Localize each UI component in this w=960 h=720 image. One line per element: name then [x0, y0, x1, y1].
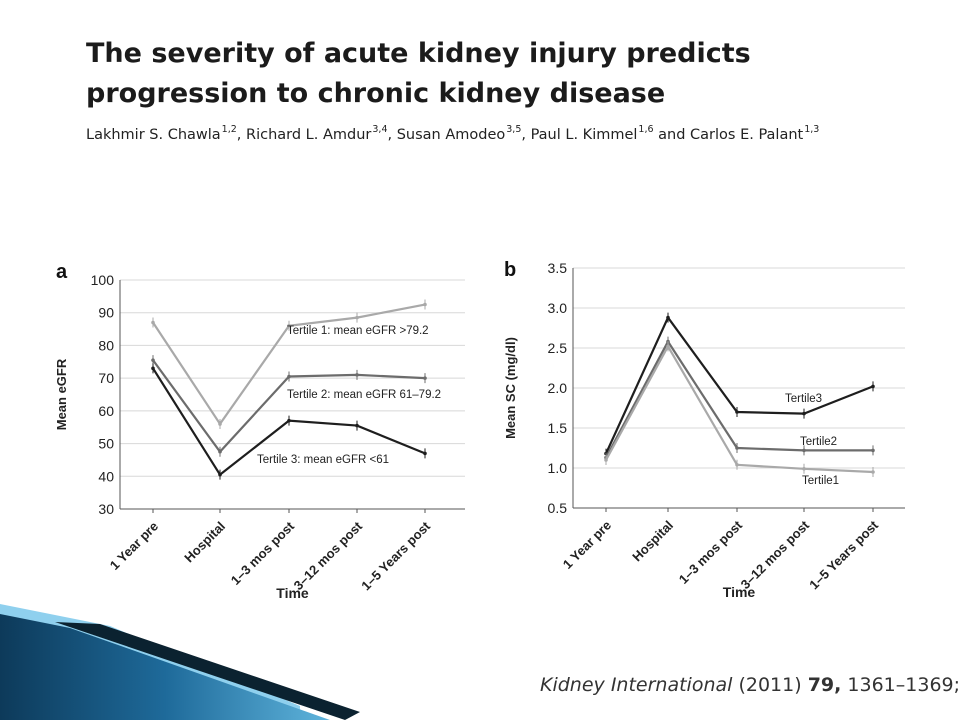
author-list: Lakhmir S. Chawla1,2, Richard L. Amdur3,…: [86, 124, 946, 143]
data-point: [604, 458, 608, 462]
data-point: [423, 302, 427, 307]
y-tick-label: 60: [98, 403, 114, 419]
y-tick-label: 50: [98, 436, 114, 452]
citation: Kidney International (2011) 79, 1361–136…: [540, 674, 960, 696]
y-tick-label: 0.5: [548, 500, 568, 516]
data-point: [666, 344, 670, 349]
y-tick-label: 2.5: [548, 340, 568, 356]
data-point: [735, 446, 739, 450]
y-tick-label: 90: [98, 305, 114, 321]
series-label: Tertile 2: mean eGFR 61–79.2: [287, 389, 441, 401]
y-tick-label: 3.0: [548, 300, 568, 316]
data-point: [802, 448, 806, 453]
author-affiliation: 3,5: [506, 124, 522, 135]
series-label: Tertile2: [800, 436, 837, 448]
y-tick-label: 80: [98, 337, 114, 353]
citation-pages: 1361–1369;: [847, 674, 960, 696]
y-tick-label: 40: [98, 468, 114, 484]
author-separator: ,: [521, 127, 531, 143]
citation-year: (2011): [738, 674, 802, 696]
author-affiliation: 3,4: [372, 124, 388, 135]
author-name: Lakhmir S. Chawla: [86, 127, 221, 143]
data-point: [871, 448, 875, 453]
y-axis-title: Mean SC (mg/dl): [503, 337, 518, 439]
data-point: [151, 358, 155, 362]
series-label: Tertile3: [785, 393, 822, 405]
data-point: [735, 410, 739, 414]
data-point: [218, 422, 222, 426]
author-affiliation: 1,3: [804, 124, 820, 135]
panel-label: b: [504, 259, 516, 281]
data-point: [355, 315, 359, 320]
data-point: [871, 384, 875, 389]
data-point: [151, 366, 155, 371]
author-name: Carlos E. Palant: [690, 127, 804, 143]
y-tick-label: 2.0: [548, 380, 568, 396]
decor-stripe-blue: [0, 614, 330, 720]
data-point: [218, 472, 222, 477]
y-tick-label: 3.5: [548, 260, 568, 276]
x-axis-title: Time: [276, 585, 309, 601]
decor-stripe-dark: [55, 622, 360, 720]
data-point: [802, 411, 806, 416]
author-name: Paul L. Kimmel: [530, 127, 638, 143]
series-label: Tertile 1: mean eGFR >79.2: [287, 325, 429, 337]
author-affiliation: 1,2: [221, 124, 237, 135]
data-point: [423, 451, 427, 456]
data-point: [287, 374, 291, 379]
title-line-1: The severity of acute kidney injury pred…: [86, 38, 751, 69]
y-axis-title: Mean eGFR: [54, 358, 69, 430]
y-tick-label: 1.5: [548, 420, 568, 436]
author-separator: ,: [387, 127, 397, 143]
panel-label: a: [56, 261, 68, 283]
data-point: [423, 376, 427, 380]
citation-journal: Kidney International: [540, 674, 733, 696]
data-point: [355, 423, 359, 428]
data-point: [871, 470, 875, 474]
y-tick-label: 30: [98, 501, 114, 517]
author-name: Richard L. Amdur: [246, 127, 372, 143]
series-label: Tertile 3: mean eGFR <61: [257, 454, 389, 466]
title-line-2: progression to chronic kidney disease: [86, 78, 666, 109]
data-point: [287, 418, 291, 423]
y-tick-label: 100: [91, 272, 115, 288]
author-name: Susan Amodeo: [396, 127, 506, 143]
series-label: Tertile1: [802, 475, 839, 487]
data-point: [151, 320, 155, 325]
author-separator: and: [653, 127, 691, 143]
data-point: [735, 463, 739, 467]
author-affiliation: 1,6: [638, 124, 654, 135]
data-point: [355, 373, 359, 377]
author-separator: ,: [236, 127, 246, 143]
data-point: [802, 467, 806, 471]
slide-title: The severity of acute kidney injury pred…: [86, 34, 906, 114]
data-point: [666, 315, 670, 320]
data-point: [218, 449, 222, 454]
data-point: [287, 324, 291, 328]
y-tick-label: 70: [98, 370, 114, 386]
x-axis-title: Time: [723, 584, 756, 600]
y-tick-label: 1.0: [548, 460, 568, 476]
citation-volume: 79,: [807, 674, 842, 696]
